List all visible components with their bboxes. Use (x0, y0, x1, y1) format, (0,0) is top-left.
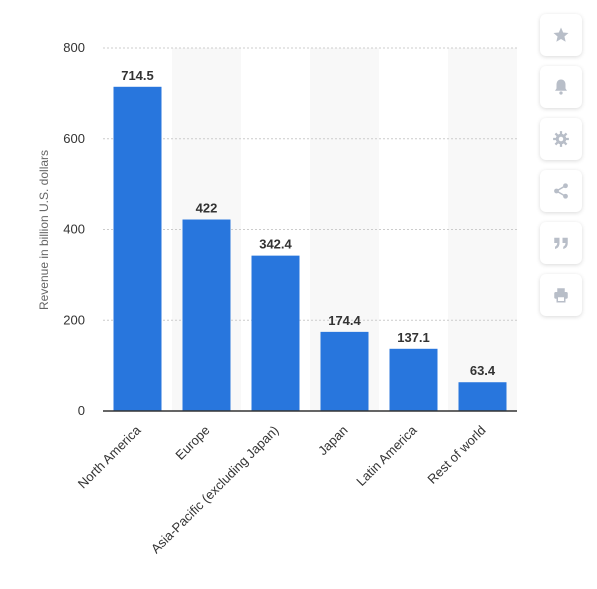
bars (113, 86, 507, 411)
gridlines (103, 47, 517, 321)
y-tick-label: 800 (63, 40, 85, 55)
data-label: 342.4 (259, 237, 292, 252)
bar[interactable] (389, 348, 438, 411)
share-icon (554, 183, 568, 199)
x-category-label: Japan (315, 423, 351, 459)
y-tick-label: 600 (63, 131, 85, 146)
column-band (448, 48, 517, 411)
data-label: 714.5 (121, 68, 154, 83)
quote-icon (554, 237, 568, 249)
chart-toolbar (540, 14, 584, 326)
y-axis-title: Revenue in billion U.S. dollars (37, 150, 51, 310)
x-category-label: Latin America (353, 422, 420, 489)
bar[interactable] (458, 382, 507, 411)
gear-icon (553, 131, 569, 147)
y-tick-label: 400 (63, 222, 85, 237)
bar[interactable] (320, 331, 369, 411)
bell-icon (555, 79, 567, 95)
data-labels: 714.5 422 342.4 174.4 137.1 63.4 (121, 68, 496, 378)
print-icon (554, 288, 568, 303)
x-category-label: North America (75, 422, 144, 491)
share-button[interactable] (540, 170, 582, 212)
settings-button[interactable] (540, 118, 582, 160)
data-label: 174.4 (328, 313, 361, 328)
favorite-button[interactable] (540, 14, 582, 56)
cite-button[interactable] (540, 222, 582, 264)
x-category-label: Europe (172, 423, 212, 463)
data-label: 63.4 (470, 363, 496, 378)
bar[interactable] (113, 86, 162, 411)
x-category-label: Rest of world (424, 423, 488, 487)
y-tick-label: 0 (78, 403, 85, 418)
y-axis-ticks: 0 200 400 600 800 (63, 40, 85, 418)
bar[interactable] (182, 219, 231, 411)
bar[interactable] (251, 255, 300, 411)
x-category-label: Asia-Pacific (excluding Japan) (148, 423, 282, 557)
notification-button[interactable] (540, 66, 582, 108)
print-button[interactable] (540, 274, 582, 316)
y-tick-label: 200 (63, 312, 85, 327)
data-label: 422 (196, 201, 218, 216)
star-icon (553, 27, 569, 42)
data-label: 137.1 (397, 330, 430, 345)
